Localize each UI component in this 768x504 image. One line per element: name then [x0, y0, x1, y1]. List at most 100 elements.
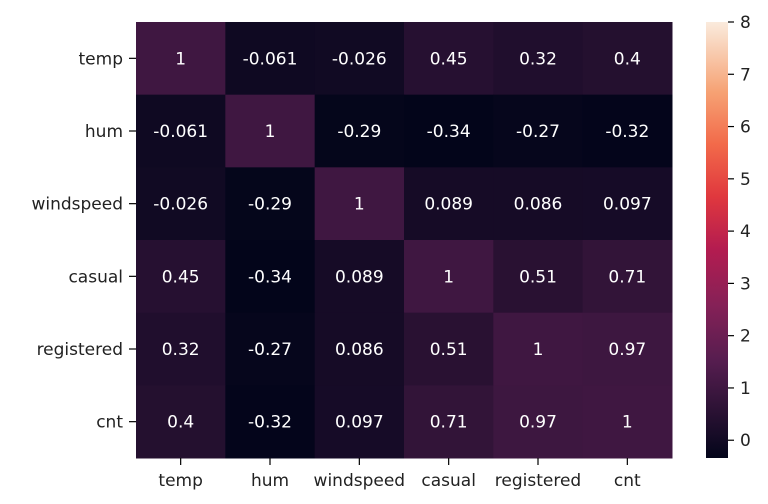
cell-value-label: -0.27: [516, 122, 560, 142]
cell-value-label: -0.32: [605, 122, 649, 142]
heatmap-cell: [225, 312, 316, 386]
heatmap-cell: [404, 385, 494, 459]
y-axis-tick-label: cnt: [96, 413, 123, 433]
cell-value-label: 0.32: [162, 340, 200, 360]
heatmap-cell: [314, 312, 405, 386]
heatmap-cell: [493, 240, 584, 314]
colorbar-tick-label: 0: [740, 431, 751, 451]
cell-value-label: 0.71: [608, 267, 646, 287]
heatmap-cell: [136, 22, 226, 96]
heatmap-cell: [493, 167, 584, 241]
cell-value-label: 1: [175, 49, 186, 69]
y-axis-tick-label: registered: [37, 340, 123, 360]
cell-value-label: 0.51: [519, 267, 557, 287]
colorbar-gradient: [706, 22, 728, 458]
heatmap-cell: [136, 240, 226, 314]
cell-value-label: -0.061: [243, 49, 298, 69]
x-axis-tick-label: windspeed: [314, 471, 406, 491]
cell-value-label: 0.097: [603, 195, 652, 215]
x-axis-tick-label: cnt: [614, 471, 641, 491]
cell-value-label: 1: [354, 195, 365, 215]
heatmap-cell: [404, 312, 494, 386]
y-axis-tick-label: windspeed: [31, 195, 123, 215]
colorbar-tick-label: 2: [740, 327, 751, 347]
heatmap-cell: [582, 240, 673, 314]
heatmap-cell: [314, 22, 405, 96]
cell-annotations: 1 -0.061 -0.026 0.45 0.32 0.4 -0.061 1 -0.29 -0.3…: [153, 49, 651, 432]
heatmap-cell: [582, 167, 673, 241]
heatmap-cell: [136, 94, 226, 168]
x-axis-tick-label: temp: [158, 471, 202, 491]
cell-value-label: 1: [443, 267, 454, 287]
heatmap-cell: [314, 240, 405, 314]
cell-value-label: -0.34: [248, 267, 292, 287]
cell-value-label: -0.32: [248, 413, 292, 433]
cell-value-label: -0.34: [427, 122, 471, 142]
y-axis-tick-label: casual: [68, 267, 123, 287]
cell-value-label: -0.026: [332, 49, 387, 69]
cell-value-label: 0.97: [608, 340, 646, 360]
colorbar-tick-label: 5: [740, 170, 751, 190]
colorbar-tick-label: 7: [740, 65, 751, 85]
cell-value-label: 0.086: [335, 340, 384, 360]
heatmap-cell: [582, 312, 673, 386]
cell-value-label: 0.45: [162, 267, 200, 287]
heatmap-cell: [404, 22, 494, 96]
cell-value-label: -0.026: [153, 195, 208, 215]
heatmap-cell: [314, 385, 405, 459]
heatmap-cell: [404, 167, 494, 241]
heatmap-cell: [314, 94, 405, 168]
heatmap-cell: [582, 94, 673, 168]
cell-value-label: 0.71: [430, 413, 468, 433]
heatmap-cell: [225, 22, 316, 96]
x-axis-tick-label: hum: [251, 471, 289, 491]
colorbar-tick-label: 8: [740, 13, 751, 33]
heatmap-cell: [404, 240, 494, 314]
heatmap-cell: [404, 94, 494, 168]
heatmap-cell: [582, 22, 673, 96]
heatmap-cell: [225, 240, 316, 314]
heatmap-cell: [582, 385, 673, 459]
heatmap-cell: [225, 385, 316, 459]
heatmap-cell: [225, 167, 316, 241]
x-axis-tick-label: casual: [421, 471, 476, 491]
cell-value-label: 0.32: [519, 49, 557, 69]
cell-value-label: 1: [533, 340, 544, 360]
heatmap-cell: [493, 312, 584, 386]
y-axis-tick-label: hum: [85, 122, 123, 142]
colorbar-tick-label: 1: [740, 379, 751, 399]
heatmap-cells: [136, 22, 673, 459]
cell-value-label: -0.29: [337, 122, 381, 142]
x-axis-tick-labels: temp hum windspeed casual registered cnt: [158, 458, 641, 491]
cell-value-label: 0.4: [614, 49, 641, 69]
heatmap-cell: [493, 94, 584, 168]
heatmap-cell: [493, 385, 584, 459]
cell-value-label: -0.29: [248, 195, 292, 215]
cell-value-label: 0.086: [514, 195, 563, 215]
cell-value-label: 0.45: [430, 49, 468, 69]
heatmap-cell: [136, 312, 226, 386]
x-axis-tick-label: registered: [495, 471, 581, 491]
cell-value-label: 0.089: [424, 195, 473, 215]
cell-value-label: 0.4: [167, 413, 194, 433]
cell-value-label: -0.061: [153, 122, 208, 142]
heatmap-cell: [493, 22, 584, 96]
colorbar: 0 1 2 3 4 5 6 7 8: [706, 13, 751, 458]
cell-value-label: 0.089: [335, 267, 384, 287]
heatmap-cell: [314, 167, 405, 241]
cell-value-label: 0.51: [430, 340, 468, 360]
y-axis-tick-labels: temp hum windspeed casual registered cnt: [31, 49, 136, 433]
cell-value-label: 1: [622, 413, 633, 433]
colorbar-tick-label: 3: [740, 274, 751, 294]
heatmap-cell: [225, 94, 316, 168]
colorbar-tick-label: 4: [740, 222, 751, 242]
heatmap-cell: [136, 167, 226, 241]
cell-value-label: 0.097: [335, 413, 384, 433]
colorbar-tick-label: 6: [740, 118, 751, 138]
cell-value-label: 1: [265, 122, 276, 142]
cell-value-label: 0.97: [519, 413, 557, 433]
y-axis-tick-label: temp: [79, 49, 123, 69]
heatmap-cell: [136, 385, 226, 459]
cell-value-label: -0.27: [248, 340, 292, 360]
